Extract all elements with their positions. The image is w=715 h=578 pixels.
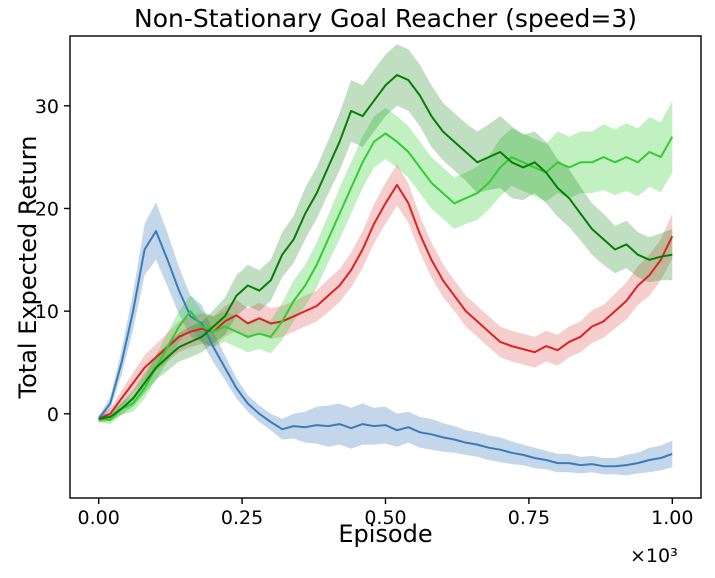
y-tick-label: 10 (35, 301, 59, 323)
red-agent-band (98, 164, 673, 423)
dark-green-agent-line (98, 74, 673, 420)
x-tick-label: 0.00 (78, 507, 120, 529)
blue-agent-line (97, 230, 673, 468)
blue-agent-band (98, 202, 673, 476)
light-green-agent-line (98, 132, 674, 421)
x-tick-label: 1.00 (651, 507, 693, 529)
red-agent-line (98, 183, 674, 420)
y-tick-label: 20 (35, 198, 59, 220)
x-axis-label: Episode (338, 520, 433, 548)
y-tick-label: 30 (35, 96, 59, 118)
dark-green-agent-band (98, 44, 673, 422)
x-tick-label: 0.25 (221, 507, 263, 529)
chart-title: Non-Stationary Goal Reacher (speed=3) (134, 4, 637, 33)
light-green-agent-band (98, 100, 673, 425)
x-tick-label: 0.50 (364, 507, 406, 529)
x-axis-offset-label: ×10³ (630, 545, 678, 567)
x-tick-label: 0.75 (508, 507, 550, 529)
y-tick-label: 0 (47, 404, 59, 426)
